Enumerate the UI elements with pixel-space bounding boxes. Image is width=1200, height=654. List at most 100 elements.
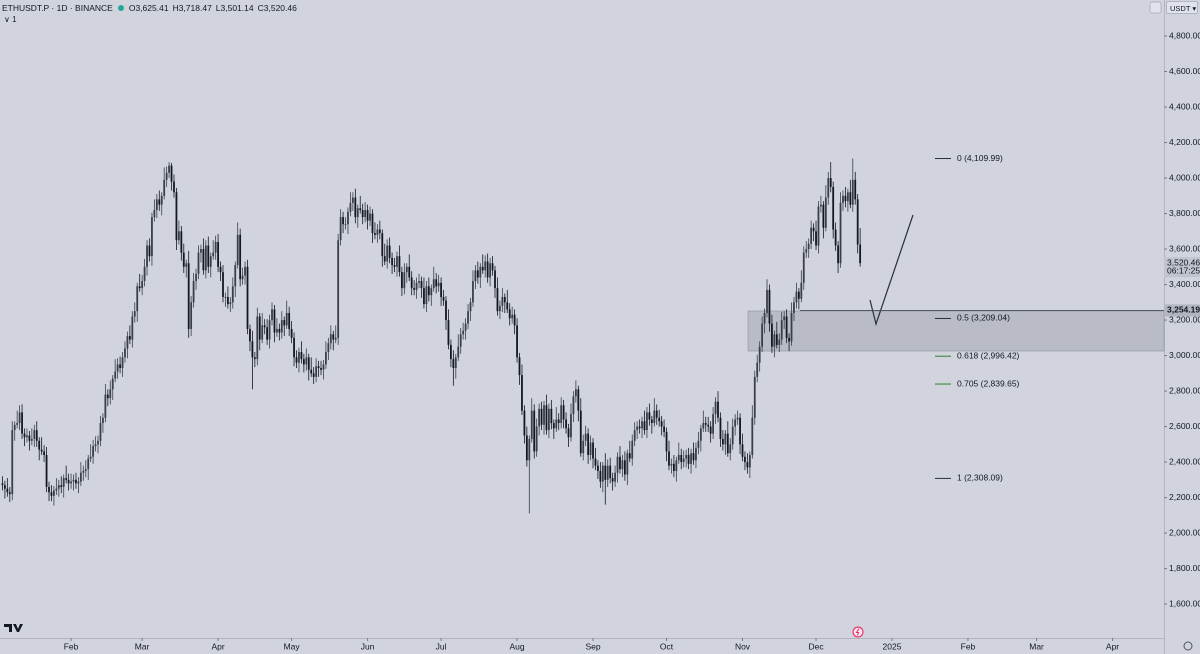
y-tick-label: 4,600.00 bbox=[1169, 66, 1200, 76]
event-icon[interactable] bbox=[852, 626, 864, 638]
candle-body bbox=[320, 367, 322, 370]
candle-body bbox=[741, 444, 744, 457]
candle-body bbox=[812, 227, 815, 232]
candle-body bbox=[521, 375, 523, 411]
event-marker[interactable] bbox=[852, 626, 864, 638]
candle-body bbox=[648, 412, 651, 420]
ohlc-name: H bbox=[172, 3, 179, 13]
candle-body bbox=[209, 256, 212, 267]
candle-body bbox=[489, 263, 492, 278]
candle-body bbox=[396, 256, 398, 267]
candle-body bbox=[307, 357, 310, 370]
candle-body bbox=[773, 334, 776, 347]
fib-label: 0.5 (3,209.04) bbox=[957, 313, 1010, 323]
candle-body bbox=[136, 286, 139, 312]
y-tick-label: 2,600.00 bbox=[1169, 421, 1200, 431]
candle-body bbox=[481, 266, 484, 271]
candle-body bbox=[427, 286, 430, 296]
candle-body bbox=[753, 376, 756, 418]
candle-body bbox=[778, 339, 781, 345]
drawings: 0 (4,109.99) 0.5 (3,209.04) 0.618 (2,996.4… bbox=[800, 153, 1164, 483]
candle-body bbox=[756, 362, 759, 377]
candle-body bbox=[832, 186, 835, 230]
candle-body bbox=[751, 417, 754, 455]
candle-body bbox=[672, 463, 675, 471]
candle-body bbox=[435, 279, 438, 287]
candle-body bbox=[99, 423, 102, 441]
x-tick-label: May bbox=[284, 641, 301, 651]
candle-body bbox=[271, 309, 273, 321]
candle-body bbox=[67, 479, 70, 484]
candle-body bbox=[459, 334, 462, 347]
x-tick-label: Mar bbox=[1029, 641, 1044, 651]
candle-body bbox=[6, 488, 9, 493]
candle-body bbox=[119, 364, 121, 368]
currency-selector[interactable]: USDT ▾ bbox=[1166, 1, 1198, 14]
candle-body bbox=[572, 396, 575, 415]
candle-body bbox=[192, 281, 195, 303]
candle-body bbox=[494, 270, 496, 289]
candle-body bbox=[138, 286, 141, 289]
candle-body bbox=[327, 343, 330, 353]
y-tick-label: 2,000.00 bbox=[1169, 527, 1200, 537]
candle-body bbox=[528, 439, 531, 461]
candle-body bbox=[146, 245, 148, 267]
candle-body bbox=[457, 346, 460, 358]
candle-body bbox=[829, 178, 832, 187]
indicator-count: 1 bbox=[12, 15, 17, 24]
ohlc-name: L bbox=[215, 3, 221, 13]
candle-body bbox=[690, 453, 692, 464]
candle-body bbox=[579, 410, 582, 454]
candle-body bbox=[643, 421, 646, 431]
candle-body bbox=[508, 309, 511, 319]
candle-body bbox=[775, 334, 778, 345]
candle-body bbox=[771, 323, 773, 347]
settings-icon[interactable] bbox=[1183, 641, 1193, 651]
candle-body bbox=[109, 389, 112, 399]
candle-body bbox=[699, 428, 702, 441]
candle-body bbox=[702, 423, 705, 429]
fib-label: 0.705 (2,839.65) bbox=[957, 378, 1020, 388]
candle-body bbox=[371, 213, 374, 234]
candle-body bbox=[48, 486, 50, 493]
y-tick-label: 1,800.00 bbox=[1169, 563, 1200, 573]
candle-body bbox=[84, 469, 87, 471]
candle-body bbox=[795, 291, 798, 303]
candle-body bbox=[682, 458, 685, 463]
candle-body bbox=[584, 433, 587, 441]
x-tick-label: Nov bbox=[735, 641, 751, 651]
candle-body bbox=[82, 470, 85, 473]
candle-body bbox=[638, 426, 641, 429]
candle-body bbox=[746, 462, 749, 468]
candle-body bbox=[153, 210, 156, 218]
candle-body bbox=[817, 206, 820, 246]
candle-body bbox=[621, 460, 624, 470]
ohlc-value: 3,718.47 bbox=[178, 3, 212, 13]
candle-body bbox=[177, 231, 180, 241]
candle-body bbox=[87, 458, 90, 470]
candle-body bbox=[386, 245, 389, 262]
candle-body bbox=[472, 281, 474, 303]
ohlc-item: L3,501.14 bbox=[216, 3, 254, 13]
candle-body bbox=[344, 224, 347, 226]
candle-body bbox=[597, 465, 599, 471]
candle-body bbox=[131, 316, 134, 340]
candle-body bbox=[400, 272, 403, 289]
candle-body bbox=[851, 179, 854, 205]
candle-body bbox=[195, 273, 197, 282]
candle-body bbox=[616, 456, 619, 473]
candle-body bbox=[356, 208, 359, 218]
y-tick-label: 4,800.00 bbox=[1169, 30, 1200, 40]
settings-button[interactable] bbox=[1149, 1, 1162, 14]
candle-body bbox=[548, 408, 550, 431]
candle-body bbox=[133, 311, 136, 317]
y-tick-label: 3,600.00 bbox=[1169, 243, 1200, 253]
indicators-toggle[interactable]: ∨ 1 bbox=[4, 15, 17, 24]
candle-body bbox=[641, 421, 643, 429]
x-tick-label: Dec bbox=[808, 641, 824, 651]
candle-body bbox=[797, 291, 800, 299]
candle-body bbox=[449, 344, 452, 360]
candle-body bbox=[415, 282, 418, 290]
candle-body bbox=[114, 371, 117, 379]
candle-body bbox=[190, 302, 193, 329]
